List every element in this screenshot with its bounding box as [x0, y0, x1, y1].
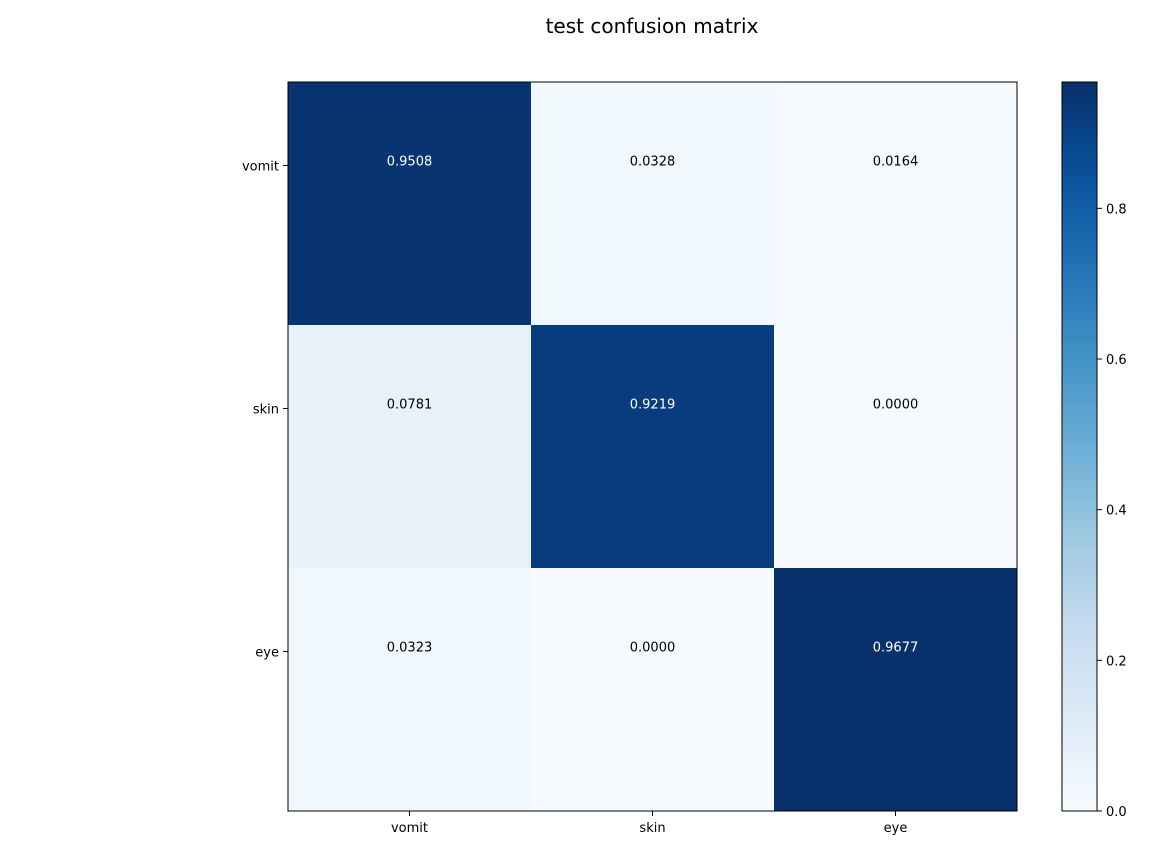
cell-value-label: 0.9219: [630, 398, 676, 413]
colorbar-tick-label: 0.4: [1106, 504, 1127, 519]
y-tick-label: skin: [253, 403, 279, 418]
heatmap-cell: [774, 82, 1018, 326]
cell-value-label: 0.0000: [630, 641, 676, 656]
colorbar-tick-label: 0.0: [1106, 805, 1127, 820]
x-axis: vomit skin eye: [391, 811, 907, 836]
heatmap-cell: [774, 568, 1018, 812]
colorbar-tick-label: 0.6: [1106, 353, 1127, 368]
cell-value-label: 0.0323: [387, 641, 433, 656]
heatmap-cell: [531, 568, 775, 812]
colorbar-frame: [1061, 81, 1098, 812]
colorbar-tick-label: 0.8: [1106, 202, 1127, 217]
heatmap-cell-labels: 0.9508 0.0328 0.0164 0.0781 0.9219 0.0000 0.03…: [387, 155, 919, 656]
heatmap-cell: [531, 82, 775, 326]
y-axis: vomit skin eye: [242, 160, 288, 661]
chart-title: test confusion matrix: [546, 14, 759, 38]
colorbar-tick-label: 0.2: [1106, 654, 1127, 669]
cell-value-label: 0.9508: [387, 155, 433, 170]
heatmap-cell: [288, 325, 532, 569]
heatmap-cell: [531, 325, 775, 569]
y-tick-label: vomit: [242, 160, 279, 175]
cell-value-label: 0.0328: [630, 155, 676, 170]
cell-value-label: 0.0000: [873, 398, 919, 413]
heatmap-cell: [288, 568, 532, 812]
x-tick-label: eye: [884, 821, 908, 836]
colorbar: 0.0 0.2 0.4 0.6 0.8: [1061, 81, 1127, 820]
x-tick-label: vomit: [391, 821, 428, 836]
y-tick-label: eye: [255, 646, 279, 661]
cell-value-label: 0.9677: [873, 641, 919, 656]
cell-value-label: 0.0781: [387, 398, 433, 413]
heatmap-cell: [774, 325, 1018, 569]
heatmap-cell: [288, 82, 532, 326]
cell-value-label: 0.0164: [873, 155, 919, 170]
x-tick-label: skin: [639, 821, 665, 836]
heatmap-cells: [288, 82, 1018, 812]
colorbar-gradient: [1062, 82, 1097, 811]
